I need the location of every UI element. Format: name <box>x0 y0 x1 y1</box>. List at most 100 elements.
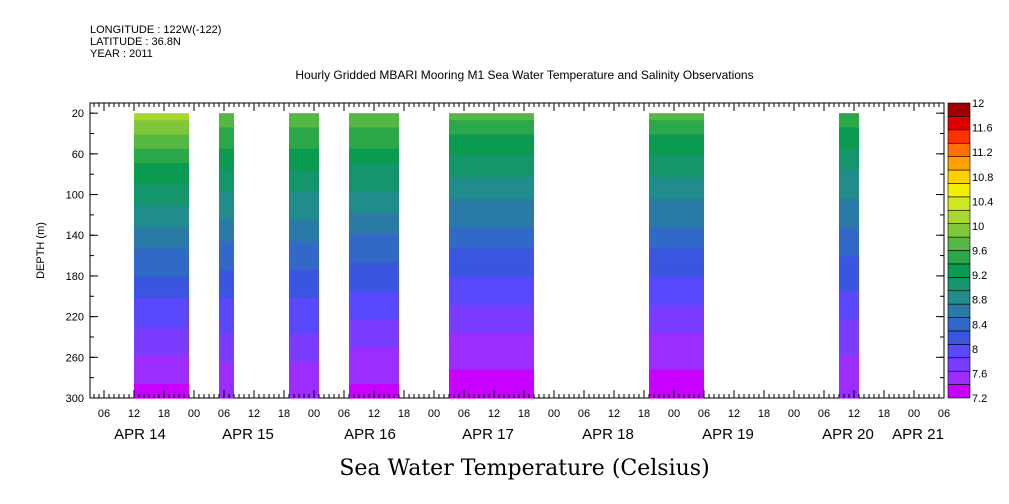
data-cell <box>349 184 399 193</box>
x-hour-label: 12 <box>368 408 380 420</box>
data-cell <box>219 298 234 307</box>
data-cell <box>219 198 234 207</box>
x-hour-label: 00 <box>908 408 920 420</box>
data-cell <box>649 148 704 157</box>
colorbar-cell <box>947 142 971 157</box>
data-cell <box>649 341 704 349</box>
data-cell <box>289 198 319 207</box>
y-tick-label: 60 <box>72 149 84 161</box>
data-cell <box>219 120 234 129</box>
x-hour-label: 00 <box>668 408 680 420</box>
data-cell <box>349 234 399 242</box>
x-hour-label: 18 <box>158 408 170 420</box>
x-hour-label: 12 <box>128 408 140 420</box>
data-cell <box>649 390 704 399</box>
data-cell <box>449 234 534 242</box>
data-cell <box>839 155 859 164</box>
data-cell <box>449 269 534 278</box>
data-cell <box>839 333 859 342</box>
x-hour-label: 12 <box>728 408 740 420</box>
data-cell <box>219 305 234 314</box>
data-cell <box>219 234 234 242</box>
data-cell <box>839 212 859 221</box>
data-cell <box>449 355 534 363</box>
data-cell <box>289 383 319 392</box>
chart-title: Hourly Gridded MBARI Mooring M1 Sea Wate… <box>295 68 754 82</box>
data-cell <box>649 205 704 214</box>
colorbar-cell <box>947 344 971 359</box>
colorbar-cell <box>947 317 971 332</box>
data-cell <box>449 305 534 314</box>
data-cell <box>349 127 399 136</box>
data-cell <box>349 333 399 342</box>
data-cell <box>649 227 704 235</box>
data-cell <box>839 312 859 321</box>
data-cell <box>839 383 859 392</box>
y-tick-label: 100 <box>66 190 84 202</box>
x-hour-label: 06 <box>938 408 950 420</box>
data-cell <box>649 198 704 207</box>
data-cell <box>449 291 534 299</box>
x-day-label: APR 15 <box>222 426 274 443</box>
colorbar-cell <box>947 263 971 278</box>
data-cell <box>649 269 704 278</box>
data-cell <box>219 227 234 235</box>
data-cell <box>289 333 319 342</box>
x-hour-label: 06 <box>818 408 830 420</box>
data-cell <box>839 191 859 200</box>
colorbar-label: 11.2 <box>972 147 993 159</box>
data-cell <box>289 269 319 278</box>
data-cell <box>449 241 534 250</box>
data-cell <box>449 255 534 264</box>
x-day-label: APR 19 <box>702 426 754 443</box>
colorbar-label: 7.2 <box>972 393 987 405</box>
data-cell <box>349 198 399 207</box>
data-cell <box>219 163 234 171</box>
data-cell <box>649 127 704 136</box>
data-cell <box>134 383 189 392</box>
data-cell <box>839 269 859 278</box>
data-cell <box>649 298 704 307</box>
data-cell <box>219 113 234 121</box>
data-cell <box>219 312 234 321</box>
data-cell <box>349 312 399 321</box>
data-cell <box>839 319 859 328</box>
data-cell <box>649 255 704 264</box>
data-cell <box>649 191 704 200</box>
data-cell <box>449 120 534 129</box>
data-cell <box>349 348 399 356</box>
data-cell <box>134 113 189 121</box>
data-cell <box>134 333 189 342</box>
data-cell <box>839 248 859 257</box>
data-cell <box>289 241 319 250</box>
data-cell <box>134 269 189 278</box>
data-cell <box>289 234 319 242</box>
data-cell <box>134 205 189 214</box>
data-cell <box>649 383 704 392</box>
data-cell <box>289 312 319 321</box>
x-hour-label: 06 <box>578 408 590 420</box>
data-cell <box>134 127 189 136</box>
data-cell <box>649 248 704 257</box>
data-cell <box>134 262 189 271</box>
colorbar-label: 8.4 <box>972 319 987 331</box>
data-cell <box>289 134 319 143</box>
data-cell <box>839 348 859 356</box>
colorbar-label: 9.2 <box>972 270 987 282</box>
colorbar-cell <box>947 223 971 238</box>
data-cell <box>449 348 534 356</box>
colorbar-cell <box>947 196 971 211</box>
data-cell <box>134 177 189 185</box>
metadata-block: LONGITUDE : 122W(-122) LATITUDE : 36.8N … <box>90 24 221 60</box>
data-cell <box>289 255 319 264</box>
data-cell <box>449 312 534 321</box>
x-hour-label: 18 <box>518 408 530 420</box>
data-cell <box>134 120 189 129</box>
data-cell <box>649 369 704 378</box>
data-cell <box>134 305 189 314</box>
data-cell <box>649 184 704 193</box>
data-cell <box>449 248 534 257</box>
colorbar-cell <box>947 169 971 184</box>
data-cell <box>649 163 704 171</box>
data-cell <box>289 163 319 171</box>
